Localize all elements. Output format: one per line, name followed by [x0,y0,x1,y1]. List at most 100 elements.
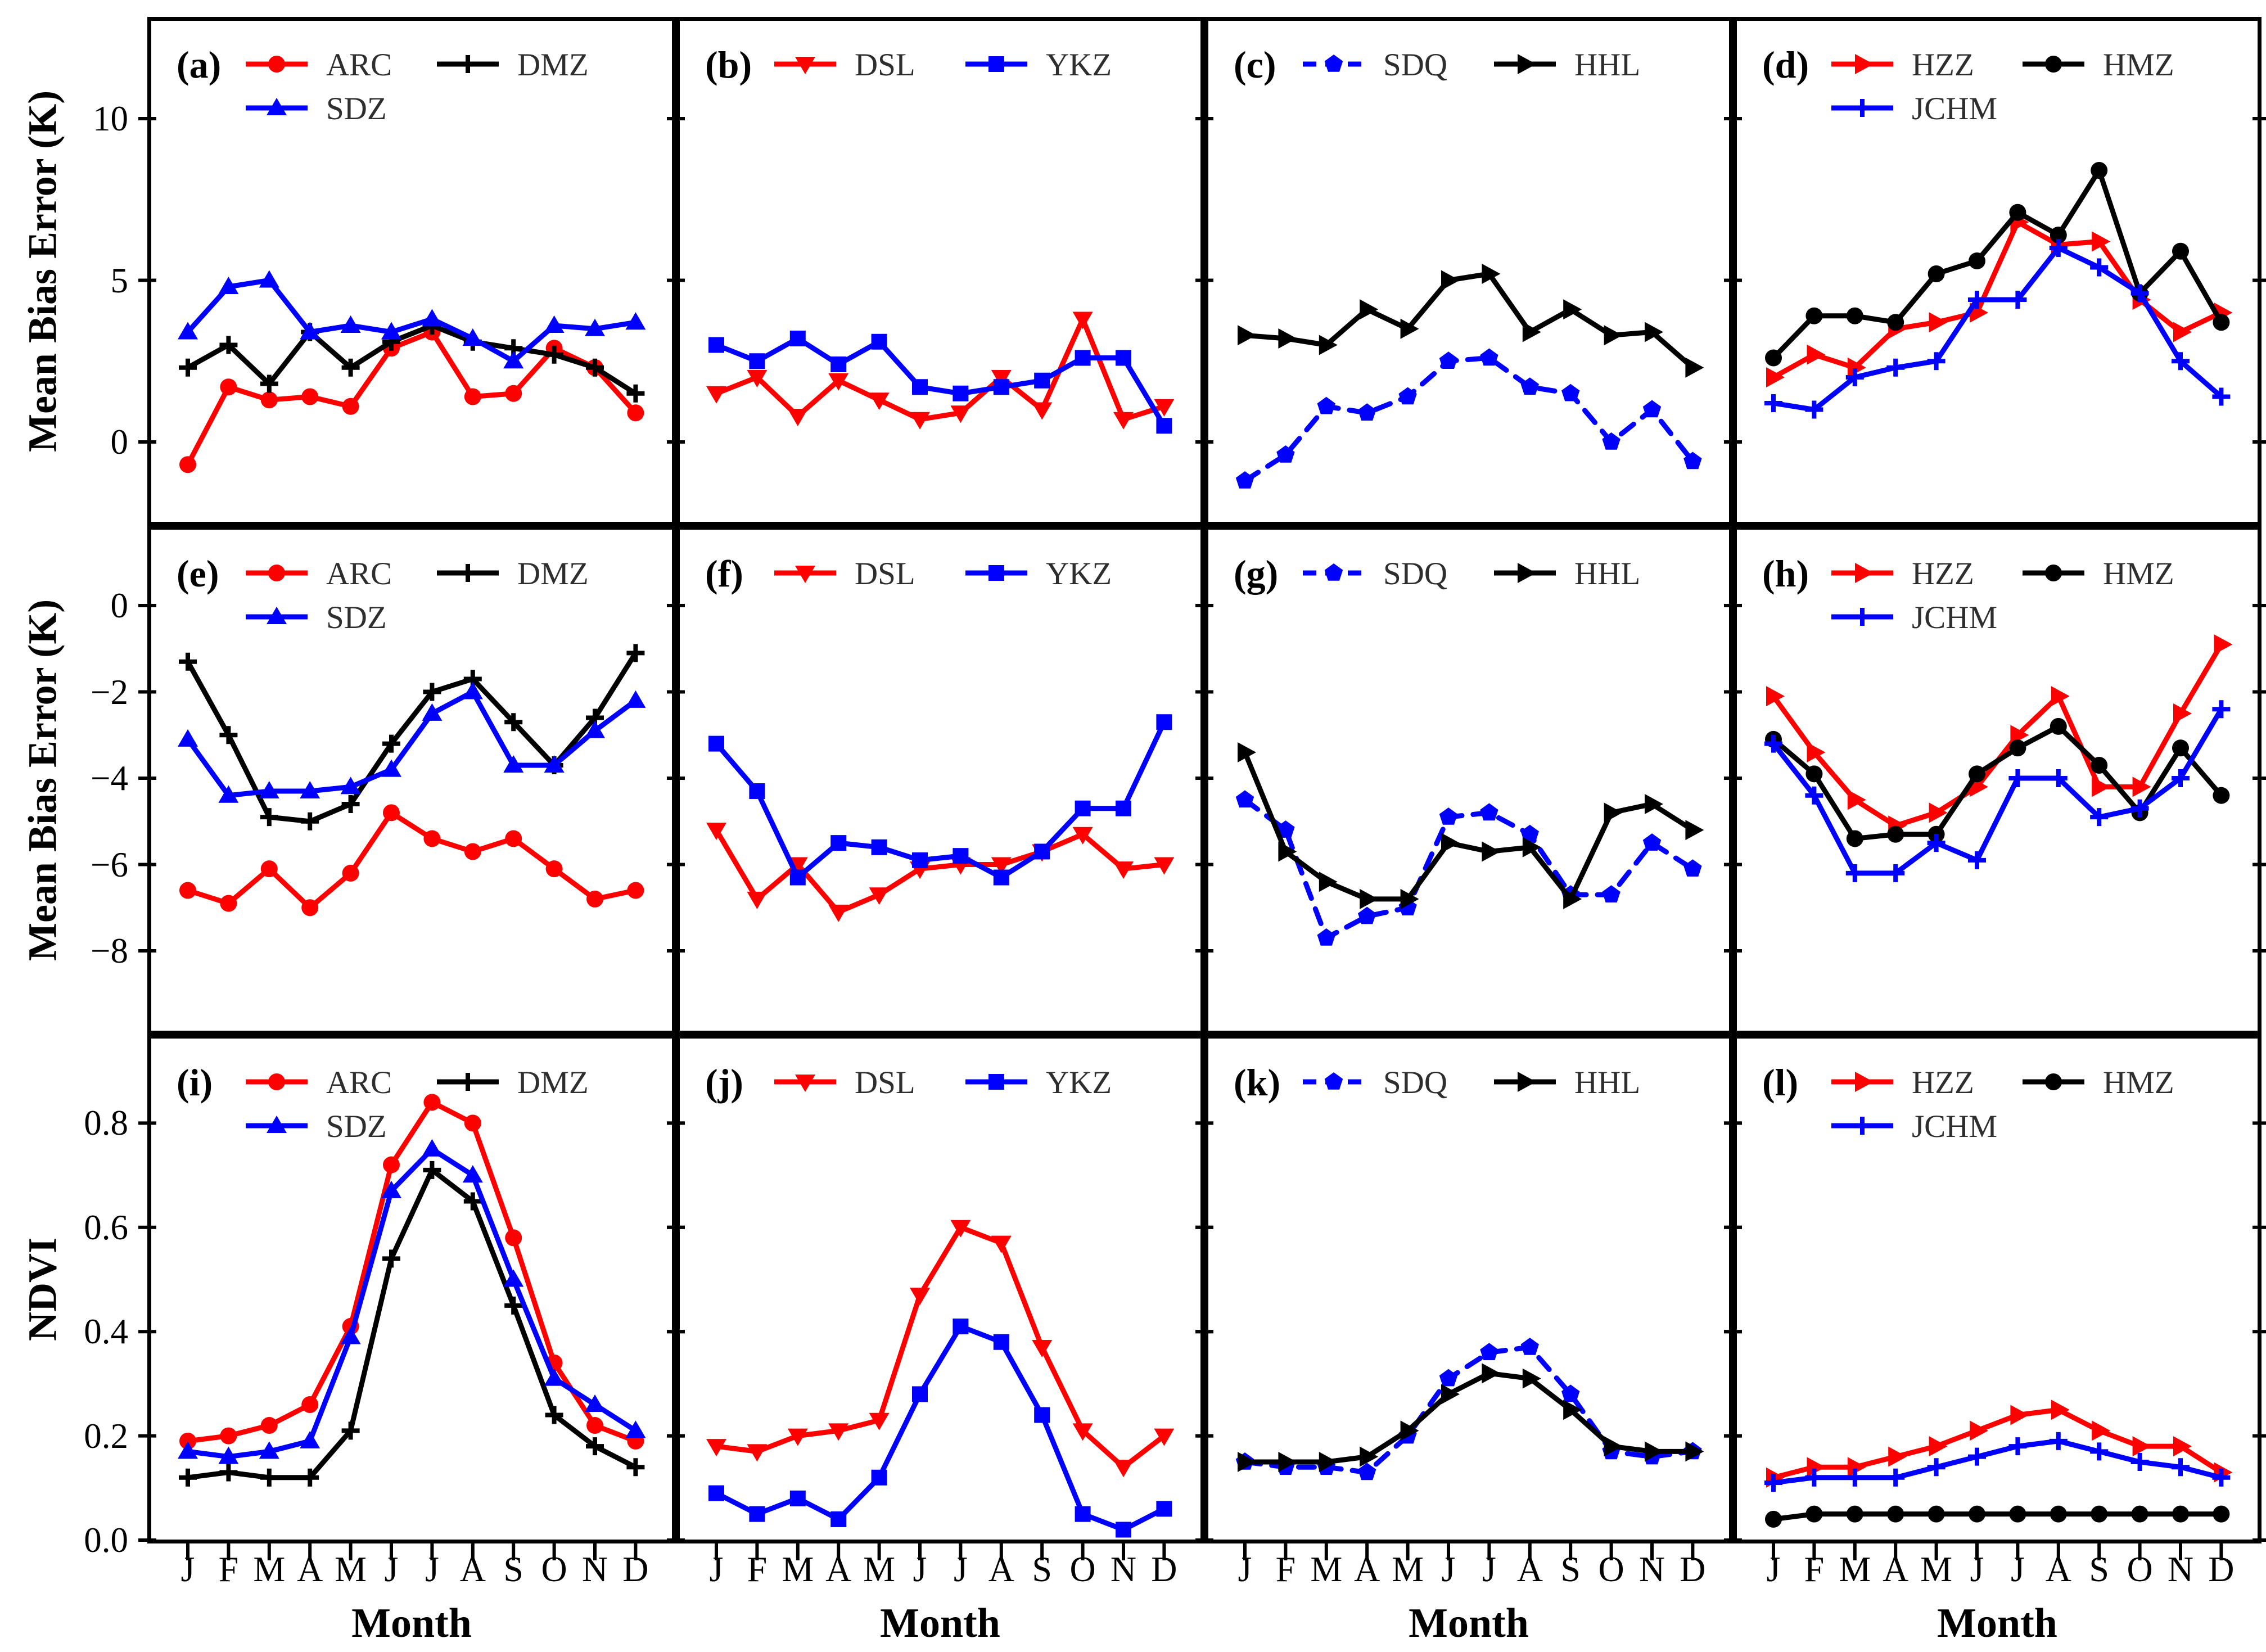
marker-pentagon-icon [1358,403,1376,421]
marker-circle-icon [260,860,278,878]
marker-pentagon-icon [1317,928,1335,946]
legend-JCHM-label: JCHM [1912,91,1997,127]
series-YKZ [708,331,1172,434]
legend-SDZ: SDZ [246,91,387,127]
y-ticks [1195,1121,1742,1542]
marker-plus-icon [2049,1432,2068,1450]
marker-plus-icon [2212,1468,2231,1487]
marker-circle-icon [179,456,196,473]
marker-pentagon-icon [1276,820,1295,838]
marker-circle-icon [1765,1510,1782,1528]
legend-ARC-label: ARC [326,556,392,592]
series-DMZ-line [185,323,638,396]
marker-triangle-up-icon [503,755,524,773]
x-ticks [1243,1543,1695,1560]
y-tick-label: 0.6 [84,1207,128,1247]
panel-border [147,1035,676,1543]
legend-HZZ: HZZ [1831,47,1974,83]
marker-plus-icon [1845,864,1864,882]
marker-square-icon [1075,350,1091,366]
marker-circle-icon [179,882,196,899]
series-ARC-line [185,330,638,467]
marker-triangle-right-icon [1766,367,1785,387]
marker-plus-icon [1927,834,1945,852]
marker-square-icon [912,1386,928,1402]
marker-triangle-up-icon [585,720,605,738]
marker-pentagon-icon [1358,906,1376,924]
legend-YKZ: YKZ [965,556,1112,592]
marker-triangle-up-icon [218,277,239,294]
marker-triangle-right-icon [1685,820,1704,841]
legend-JCHM-marker-icon [1853,608,1871,626]
legend-JCHM-marker-icon [1853,99,1871,117]
y-ticks [667,1121,1213,1542]
marker-triangle-down-icon [1032,1340,1053,1358]
marker-triangle-right-icon [1238,742,1256,762]
marker-plus-icon [2008,769,2027,787]
marker-triangle-right-icon [2092,231,2111,252]
marker-triangle-right-icon [1929,312,1948,333]
marker-triangle-up-icon [544,1368,565,1386]
legend-HZZ-marker-icon [1855,1072,1874,1092]
marker-circle-icon [1765,349,1782,367]
marker-triangle-up-icon [259,781,279,799]
marker-triangle-right-icon [1400,1420,1419,1441]
legend-YKZ-label: YKZ [1046,1065,1112,1100]
legend-DSL: DSL [774,556,915,592]
marker-circle-icon [2172,1505,2189,1523]
marker-square-icon [1156,1501,1172,1517]
marker-triangle-right-icon [1929,1436,1948,1457]
legend-SDZ-label: SDZ [326,1109,387,1144]
marker-square-icon [993,869,1009,886]
series-HMZ [1765,717,2230,847]
series-SDQ-line [1242,797,1695,941]
marker-plus-icon [1886,1468,1905,1487]
marker-triangle-up-icon [544,755,565,773]
marker-plus-icon [626,384,645,403]
panel-border [147,526,676,1035]
legend-DSL: DSL [774,47,915,83]
series-SDZ-line [185,1147,638,1460]
legend-ARC-marker-icon [268,1073,285,1090]
marker-triangle-down-icon [991,370,1012,387]
y-tick-label: 10 [93,99,128,138]
marker-plus-icon [1805,786,1823,805]
marker-pentagon-icon [1642,400,1662,418]
legend-JCHM: JCHM [1831,1109,1997,1144]
marker-triangle-up-icon [422,703,443,721]
series-DMZ [179,644,645,830]
marker-plus-icon [219,336,238,354]
marker-triangle-right-icon [2092,1420,2111,1441]
marker-circle-icon [301,388,319,405]
legend-DSL-label: DSL [855,556,915,592]
marker-triangle-right-icon [2092,777,2111,797]
panel-g: (g) SDQ HHL [1195,526,1742,1035]
panel-label: (f) [705,552,743,595]
x-ticks [1772,1543,2223,1560]
marker-pentagon-icon [1520,824,1539,842]
marker-square-icon [708,735,724,752]
marker-triangle-up-icon [340,1326,361,1344]
marker-triangle-right-icon [1360,299,1379,320]
marker-triangle-right-icon [2051,1400,2070,1420]
marker-pentagon-icon [1235,471,1254,489]
panel-border [147,17,676,526]
marker-circle-icon [2050,1505,2067,1523]
marker-triangle-up-icon [300,322,321,340]
series-YKZ [708,1318,1172,1538]
marker-circle-icon [1969,252,1985,269]
marker-plus-icon [1886,864,1905,882]
legend-YKZ: YKZ [965,47,1112,83]
panel-h: (h) HZZ HMZ JCHM [1724,526,2266,1035]
marker-triangle-right-icon [1847,789,1866,810]
marker-triangle-up-icon [259,1441,279,1459]
legend-HZZ-label: HZZ [1912,1065,1974,1100]
marker-triangle-right-icon [1847,357,1866,378]
y-tick-label: 0.2 [84,1416,128,1456]
marker-square-icon [871,839,887,855]
legend-DSL-marker-icon [795,57,815,74]
y-ticks [138,1121,685,1542]
marker-pentagon-icon [1358,1463,1376,1481]
marker-circle-icon [383,804,400,822]
marker-triangle-down-icon [991,857,1012,875]
